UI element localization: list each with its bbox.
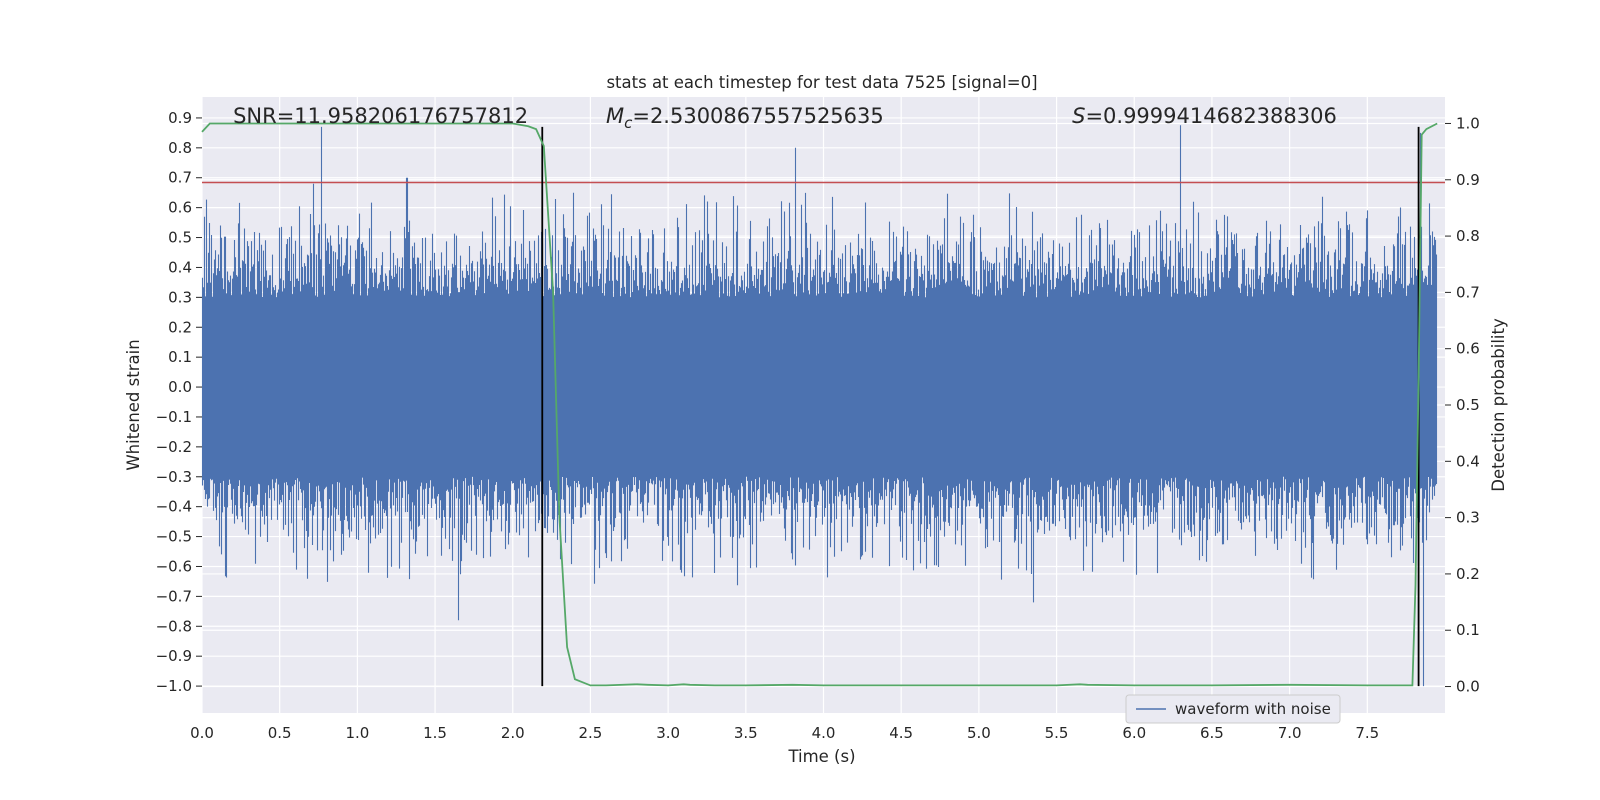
y-tick-label: −0.7: [156, 587, 192, 605]
score-symbol: S: [1072, 104, 1085, 128]
y2-tick-label: 0.8: [1456, 227, 1480, 245]
y-tick-label: 0.8: [168, 139, 192, 157]
x-tick-label: 3.0: [656, 724, 680, 742]
y-tick-label: −0.4: [156, 498, 192, 516]
score-value: =0.9999414682388306: [1085, 104, 1336, 128]
x-ticks: 0.0 0.5 1.0 1.5 2.0 2.5 3.0 3.5 4.0 4.5 5.0 5.5 6.0 6…: [190, 724, 1379, 742]
y-tick-label: 0.4: [168, 258, 192, 276]
chirp-mass-symbol: M: [606, 104, 624, 128]
legend-box: [1125, 694, 1341, 724]
waveform-with-noise-line: [201, 125, 1438, 687]
y2-tick-label: 0.5: [1456, 396, 1480, 414]
y2-tick-label: 0.1: [1456, 621, 1480, 639]
x-tick-label: 6.0: [1122, 724, 1146, 742]
legend: waveform with noise: [1125, 694, 1341, 724]
y-tick-label: 0.7: [168, 169, 192, 187]
x-tick-label: 1.5: [423, 724, 447, 742]
x-tick-label: 1.0: [345, 724, 369, 742]
x-tick-label: 7.0: [1278, 724, 1302, 742]
y-tick-label: 0.9: [168, 109, 192, 127]
y2-tick-label: 0.0: [1456, 678, 1480, 696]
chirp-mass-value: =2.5300867557525635: [632, 104, 883, 128]
x-tick-label: 5.0: [967, 724, 991, 742]
y-tick-label: 0.3: [168, 288, 192, 306]
y-tick-label: −0.6: [156, 557, 192, 575]
y-tick-label: −1.0: [156, 677, 192, 695]
x-tick-label: 4.5: [889, 724, 913, 742]
x-tick-label: 2.5: [579, 724, 603, 742]
y-tick-label: −0.2: [156, 438, 192, 456]
detection-probability-line: [201, 122, 1438, 687]
x-tick-label: 0.5: [268, 724, 292, 742]
y-tick-label: −0.5: [156, 528, 192, 546]
x-tick-label: 2.0: [501, 724, 525, 742]
legend-entry-waveform: waveform with noise: [1175, 700, 1331, 718]
chirp-mass-subscript: c: [624, 114, 633, 132]
y-tick-label: 0.0: [168, 378, 192, 396]
x-tick-label: 4.0: [812, 724, 836, 742]
chart-title: stats at each timestep for test data 752…: [606, 73, 1037, 92]
probability-series: [201, 122, 1438, 687]
y2-tick-label: 0.3: [1456, 509, 1480, 527]
x-tick-label: 3.5: [734, 724, 758, 742]
x-tick-label: 7.5: [1355, 724, 1379, 742]
y-tick-label: −0.8: [156, 617, 192, 635]
y2-axis-label: Detection probability: [1489, 318, 1508, 492]
score-annotation: S=0.9999414682388306: [1072, 104, 1337, 128]
y-tick-label: 0.1: [168, 348, 192, 366]
y-ticks-left: 0.9 0.8 0.7 0.6 0.5 0.4 0.3 0.2 0.1 0.0 −0.1 −0.2 −0…: [156, 109, 202, 695]
y-tick-label: 0.2: [168, 318, 192, 336]
y-tick-label: 0.6: [168, 199, 192, 217]
waveform-series: [201, 125, 1438, 687]
y2-tick-label: 1.0: [1456, 114, 1480, 132]
y2-tick-label: 0.4: [1456, 452, 1480, 470]
y-tick-label: −0.1: [156, 408, 192, 426]
y2-tick-label: 0.9: [1456, 171, 1480, 189]
chirp-mass-annotation: Mc=2.5300867557525635: [606, 104, 884, 132]
y-axis-label: Whitened strain: [124, 339, 143, 470]
x-tick-label: 6.5: [1200, 724, 1224, 742]
snr-annotation: SNR=11.958206176757812: [233, 104, 528, 128]
x-tick-label: 5.5: [1045, 724, 1069, 742]
x-tick-label: 0.0: [190, 724, 214, 742]
y2-tick-label: 0.6: [1456, 340, 1480, 358]
y2-tick-label: 0.2: [1456, 565, 1480, 583]
y2-tick-label: 0.7: [1456, 283, 1480, 301]
x-axis-label: Time (s): [787, 747, 855, 766]
y-ticks-right: 1.0 0.9 0.8 0.7 0.6 0.5 0.4 0.3 0.2 0.1 0.0: [1445, 114, 1480, 696]
y-tick-label: 0.5: [168, 229, 192, 247]
y-tick-label: −0.3: [156, 468, 192, 486]
y-tick-label: −0.9: [156, 647, 192, 665]
